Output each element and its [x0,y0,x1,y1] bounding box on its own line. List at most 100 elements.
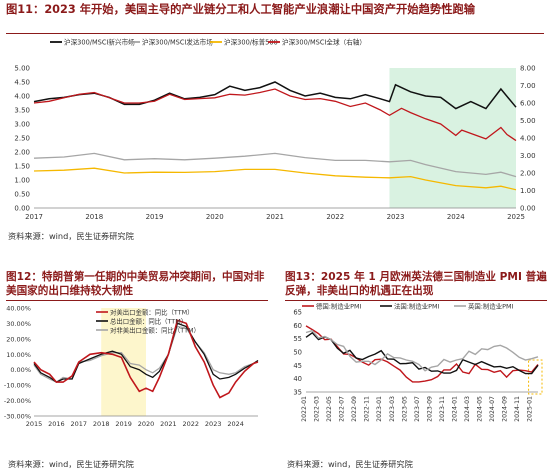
x-tick-label: 2023-03 [389,396,396,422]
x-tick-label: 2019 [115,420,132,428]
series-line-1 [33,152,517,178]
x-tick-label: 2019 [146,213,164,221]
series-line-2 [33,167,517,191]
figure-12-rule [6,300,268,301]
y2-tick-label: 3.00 [520,152,536,160]
x-tick-label: 2022-09 [351,396,358,422]
x-tick-label: 2023 [205,420,222,428]
legend-label-2: 英国:制造业PMI [468,302,513,311]
figure-11-source: 资料来源：wind，民生证券研究院 [8,231,134,241]
y-tick-label: 5.00 [14,65,30,73]
y-tick-label: -30.00% [4,413,31,421]
y-tick-label: 65 [293,309,302,317]
chart-13: 35 40 45 50 55 60 65 2022-01 2022-03 2022-05 2022-… [293,302,543,422]
x-tick-label: 2023-01 [376,396,383,422]
series-line-2 [305,329,539,372]
y-tick-label: 30.00% [6,320,31,328]
x-tick-label: 2018 [85,213,103,221]
x-tick-label: 2023-07 [414,396,421,422]
y-tick-label: 1.00 [14,177,30,185]
legend-label-3: 沪深300/MSCI全球（右轴） [282,38,366,47]
figure-13-source: 资料来源：wind，民生证券研究院 [287,459,413,469]
x-tick-label: 2025 [507,213,525,221]
series-line-3 [33,88,517,142]
legend-label-0: 沪深300/MSCI新兴市场 [64,38,135,47]
chart-12: -30.00% -20.00% -10.00% 0.00% 10.00% 20.00% 30… [4,305,259,428]
series-line-0 [33,319,259,399]
y-tick-label: 55 [293,335,302,343]
x-tick-label: 2024 [447,213,465,221]
x-tick-label: 2025-01 [527,396,534,422]
legend-label-1: 沪深300/MSCI发达市场 [142,38,213,47]
figure-13-rule [285,300,547,301]
x-tick-label: 2024-07 [489,396,496,422]
y2-tick-label: 2.00 [520,170,536,178]
figure-13-title: 图13：2025 年 1 月欧洲英法德三国制造业 PMI 普遍反弹，非美出口的机… [285,271,547,298]
x-tick-label: 2023-05 [401,396,408,422]
highlight-box [528,359,543,395]
x-tick-label: 2020 [206,213,224,221]
legend-label-2: 对非美出口金额：同比（TTM） [110,326,200,335]
x-tick-label: 2022-05 [326,396,333,422]
x-tick-label: 2017 [25,213,43,221]
y-tick-label: 40 [293,375,302,383]
x-tick-label: 2020 [138,420,155,428]
chart-11: 0.00 0.50 1.00 1.50 2.00 2.50 3.00 3.50 4.00 4.50… [14,38,536,222]
y2-tick-label: 4.00 [520,135,536,143]
y-tick-label: 40.00% [6,305,31,313]
y2-tick-label: 7.00 [520,82,536,90]
figure-11-rule [6,33,544,34]
x-tick-label: 2023-11 [439,396,446,422]
x-tick-label: 2022-07 [339,396,346,422]
y-tick-label: 2.50 [14,135,30,143]
x-tick-label: 2021 [266,213,284,221]
x-tick-label: 2022-11 [364,396,371,422]
x-tick-label: 2018 [93,420,110,428]
x-tick-label: 2024-05 [477,396,484,422]
y-tick-label: 0.00% [10,366,31,374]
x-tick-label: 2023 [387,213,405,221]
x-tick-label: 2024-09 [502,396,509,422]
legend-label-1: 法国:制造业PMI [394,302,439,311]
y-tick-label: 35 [293,389,302,397]
y-tick-label: 0.00 [14,205,30,213]
x-tick-label: 2022 [326,213,344,221]
figure-11-title: 图11：2023 年开始，美国主导的产业链分工和人工智能产业浪潮让中国资产开始趋… [6,3,476,16]
y-tick-label: 4.00 [14,93,30,101]
x-tick-label: 2022-01 [301,396,308,422]
y2-tick-label: 6.00 [520,100,536,108]
y2-tick-label: 1.00 [520,187,536,195]
legend-label-0: 德国:制造业PMI [316,302,361,311]
y-tick-label: 3.00 [14,121,30,129]
y-tick-label: -20.00% [4,397,31,405]
x-tick-label: 2024-11 [514,396,521,422]
y2-tick-label: 0.00 [520,205,536,213]
figure-12-source: 资料来源：wind，民生证券研究院 [8,459,134,469]
y-tick-label: 50 [293,349,302,357]
y-tick-label: 0.50 [14,191,30,199]
y-tick-label: 45 [293,362,302,370]
legend-label-2: 沪深300/标普500 [224,38,278,47]
y-tick-label: 10.00% [6,351,31,359]
legend-label-0: 对美出口金额：同比（TTM） [110,308,194,317]
x-tick-label: 2022 [183,420,200,428]
figure-12-title: 图12：特朗普第一任期的中美贸易冲突期间，中国对非美国家的出口维持较大韧性 [6,271,265,298]
y-tick-label: 4.50 [14,79,30,87]
y2-tick-label: 5.00 [520,117,536,125]
y-tick-label: 3.50 [14,107,30,115]
y2-tick-label: 8.00 [520,65,536,73]
legend-label-1: 总出口金额：同比（TTM） [110,317,187,326]
x-tick-label: 2024 [227,420,244,428]
y-tick-label: 2.00 [14,149,30,157]
x-tick-label: 2015 [26,420,43,428]
y-tick-label: -10.00% [4,382,31,390]
x-tick-label: 2016 [48,420,65,428]
x-tick-label: 2021 [160,420,177,428]
x-tick-label: 2024-01 [451,396,458,422]
series-line-0 [305,325,539,383]
x-tick-label: 2022-03 [314,396,321,422]
y-tick-label: 60 [293,322,302,330]
y-tick-label: 20.00% [6,335,31,343]
y-tick-label: 1.50 [14,163,30,171]
x-tick-label: 2024-03 [464,396,471,422]
